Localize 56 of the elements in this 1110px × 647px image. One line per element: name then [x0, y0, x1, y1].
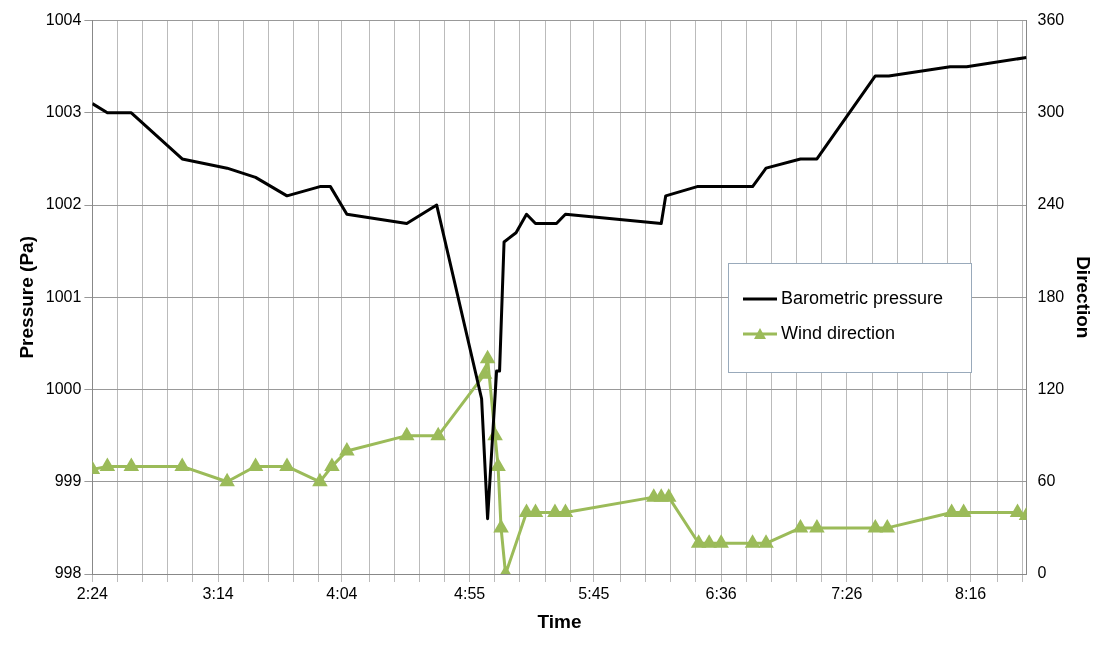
y-tick-label: 1002: [45, 195, 82, 213]
point: [280, 458, 294, 471]
point: [548, 505, 562, 518]
point: [956, 505, 971, 518]
point: [100, 458, 115, 471]
point: [340, 443, 354, 456]
point: [494, 520, 508, 533]
x-tick-label: 7:26: [831, 585, 863, 603]
x-tick-label: 5:45: [578, 585, 610, 603]
y2-tick-label: 240: [1037, 195, 1065, 213]
y2-tick-label: 360: [1037, 11, 1065, 29]
point: [313, 474, 327, 487]
point: [702, 535, 716, 548]
point: [400, 428, 414, 441]
y-axis-title: Pressure (Pa): [15, 236, 37, 359]
point: [793, 520, 808, 533]
y-tick-label: 998: [54, 564, 82, 582]
y-tick-label: 999: [54, 472, 82, 490]
point: [714, 535, 728, 548]
x-tick-label: 6:36: [705, 585, 737, 603]
point: [691, 535, 706, 548]
point: [1010, 505, 1025, 518]
y-tick-label: 1004: [45, 11, 82, 29]
point: [477, 366, 492, 379]
x-tick-label: 8:16: [955, 585, 987, 603]
legend-label: Wind direction: [780, 323, 895, 344]
y2-tick-label: 120: [1037, 379, 1065, 397]
point: [745, 535, 760, 548]
point: [248, 458, 263, 471]
point: [431, 428, 445, 441]
point: [124, 458, 139, 471]
point: [175, 458, 189, 471]
x-tick-label: 4:04: [326, 585, 358, 603]
point: [480, 351, 495, 364]
point: [868, 520, 883, 533]
point: [662, 489, 676, 502]
x-tick-label: 3:14: [202, 585, 234, 603]
point: [759, 535, 773, 548]
point: [325, 458, 339, 471]
y-tick-label: 1001: [45, 287, 82, 305]
point: [880, 520, 894, 533]
legend-label: Barometric pressure: [780, 288, 943, 309]
point: [944, 505, 959, 518]
y2-axis-title: Direction: [1073, 256, 1095, 339]
y-tick-label: 1003: [45, 103, 82, 121]
x-tick-label: 2:24: [76, 585, 109, 603]
point: [220, 474, 234, 487]
point: [491, 458, 505, 471]
point: [810, 520, 824, 533]
x-axis-title: Time: [537, 610, 582, 632]
y2-tick-label: 0: [1037, 564, 1047, 582]
x-tick-label: 4:55: [454, 585, 486, 603]
y2-tick-label: 300: [1037, 103, 1065, 121]
y2-tick-label: 180: [1037, 287, 1065, 305]
y-tick-label: 1000: [45, 379, 82, 397]
y2-tick-label: 60: [1037, 472, 1056, 490]
